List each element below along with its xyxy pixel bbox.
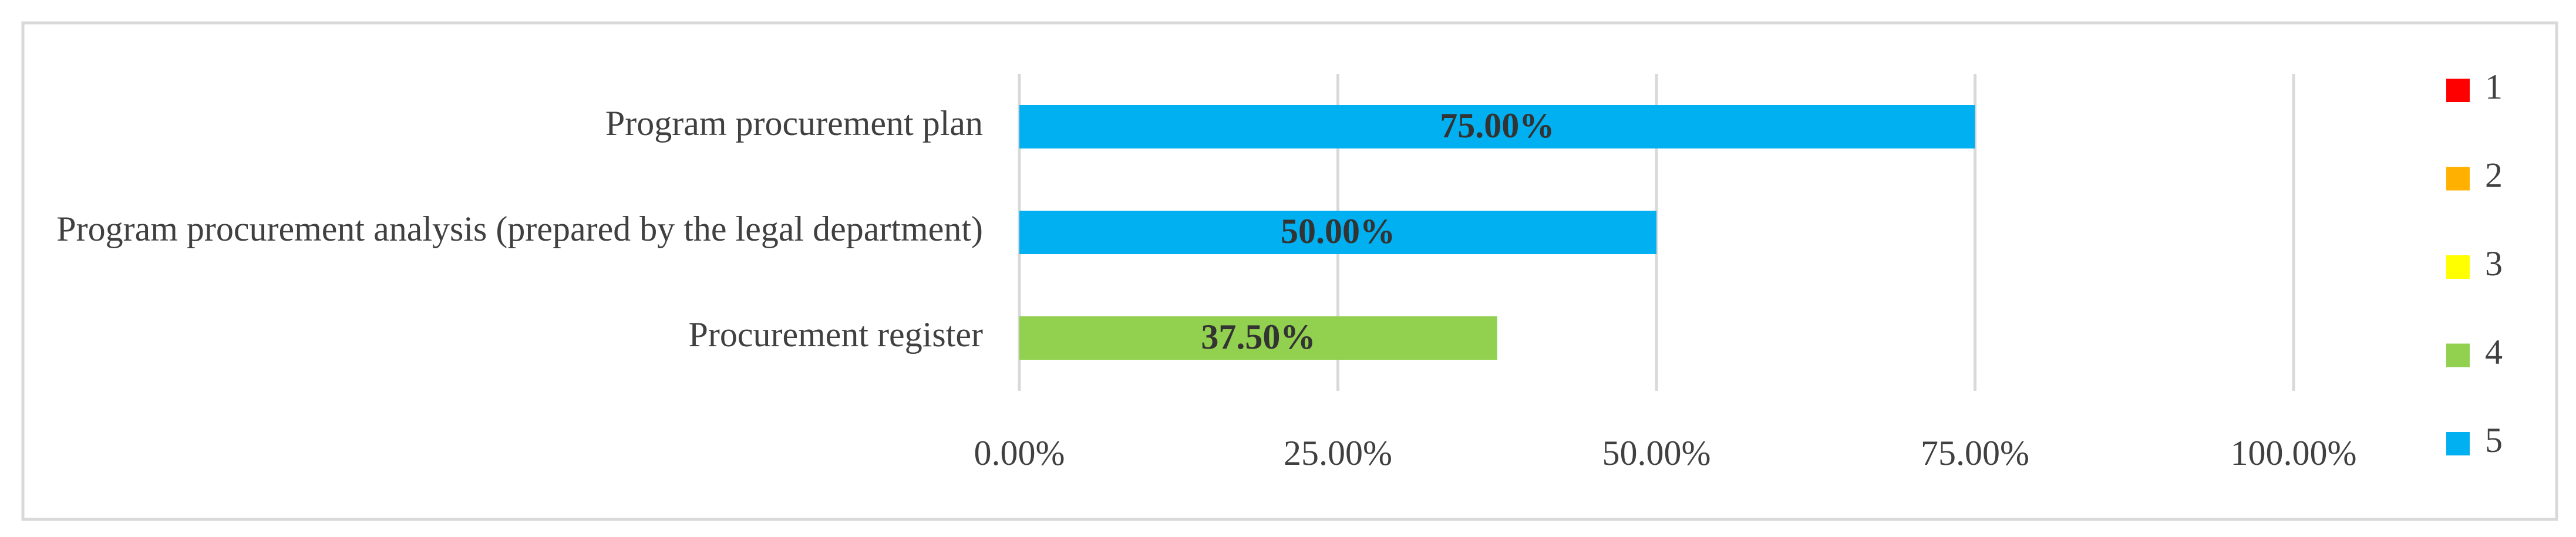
legend-swatch xyxy=(2446,343,2470,367)
y-tick-label: Procurement register xyxy=(689,315,983,354)
legend-swatch xyxy=(2446,167,2470,191)
legend-label: 5 xyxy=(2485,421,2503,460)
y-tick-label: Program procurement plan xyxy=(605,104,983,143)
legend-swatch xyxy=(2446,432,2470,455)
x-tick-label: 0.00% xyxy=(974,434,1065,472)
bar xyxy=(1019,316,1497,360)
data-label: 75.00% xyxy=(1440,106,1554,145)
legend-label: 4 xyxy=(2485,332,2503,371)
bar xyxy=(1019,211,1656,254)
bar xyxy=(1019,105,1975,148)
data-label: 50.00% xyxy=(1281,212,1395,251)
x-tick-label: 25.00% xyxy=(1284,434,1392,472)
legend-label: 3 xyxy=(2485,244,2503,283)
data-label: 37.50% xyxy=(1201,318,1315,356)
y-tick-label: Program procurement analysis (prepared b… xyxy=(56,210,983,248)
legend-label: 1 xyxy=(2485,67,2503,106)
x-tick-label: 100.00% xyxy=(2231,434,2357,472)
legend-label: 2 xyxy=(2485,156,2503,194)
legend-swatch xyxy=(2446,255,2470,279)
x-tick-label: 75.00% xyxy=(1921,434,2029,472)
x-tick-label: 50.00% xyxy=(1602,434,1711,472)
legend-swatch xyxy=(2446,79,2470,102)
